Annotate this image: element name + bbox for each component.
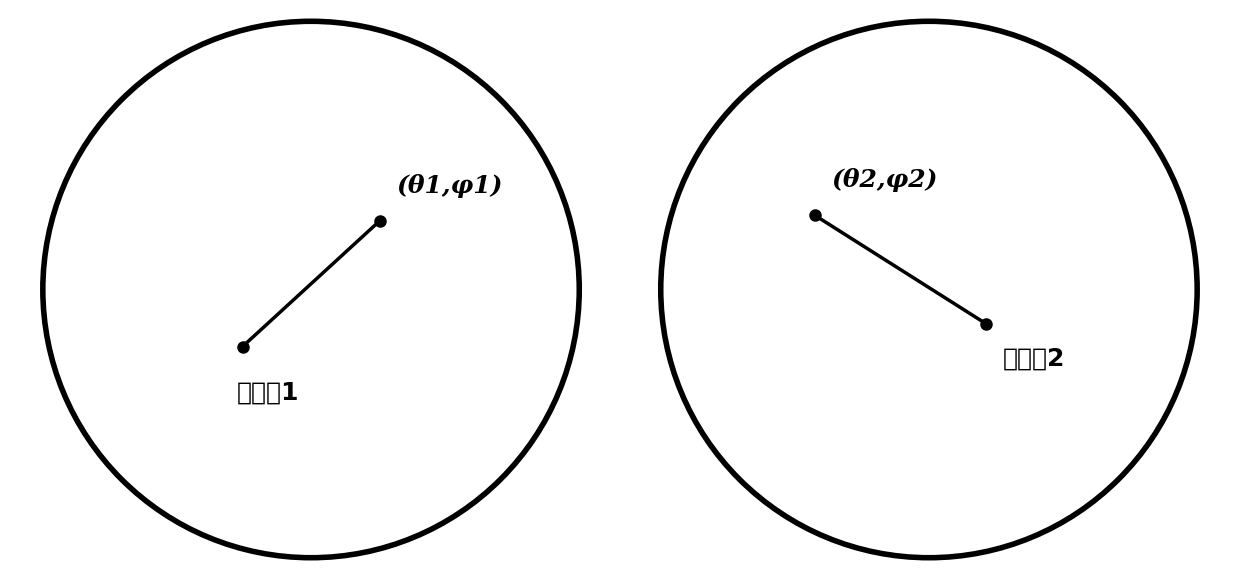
Text: (θ2,φ2): (θ2,φ2) [832, 168, 939, 192]
Text: 成像仱1: 成像仱1 [237, 381, 299, 405]
Text: 成像仱2: 成像仱2 [1003, 347, 1065, 371]
Text: (θ1,φ1): (θ1,φ1) [397, 174, 503, 198]
